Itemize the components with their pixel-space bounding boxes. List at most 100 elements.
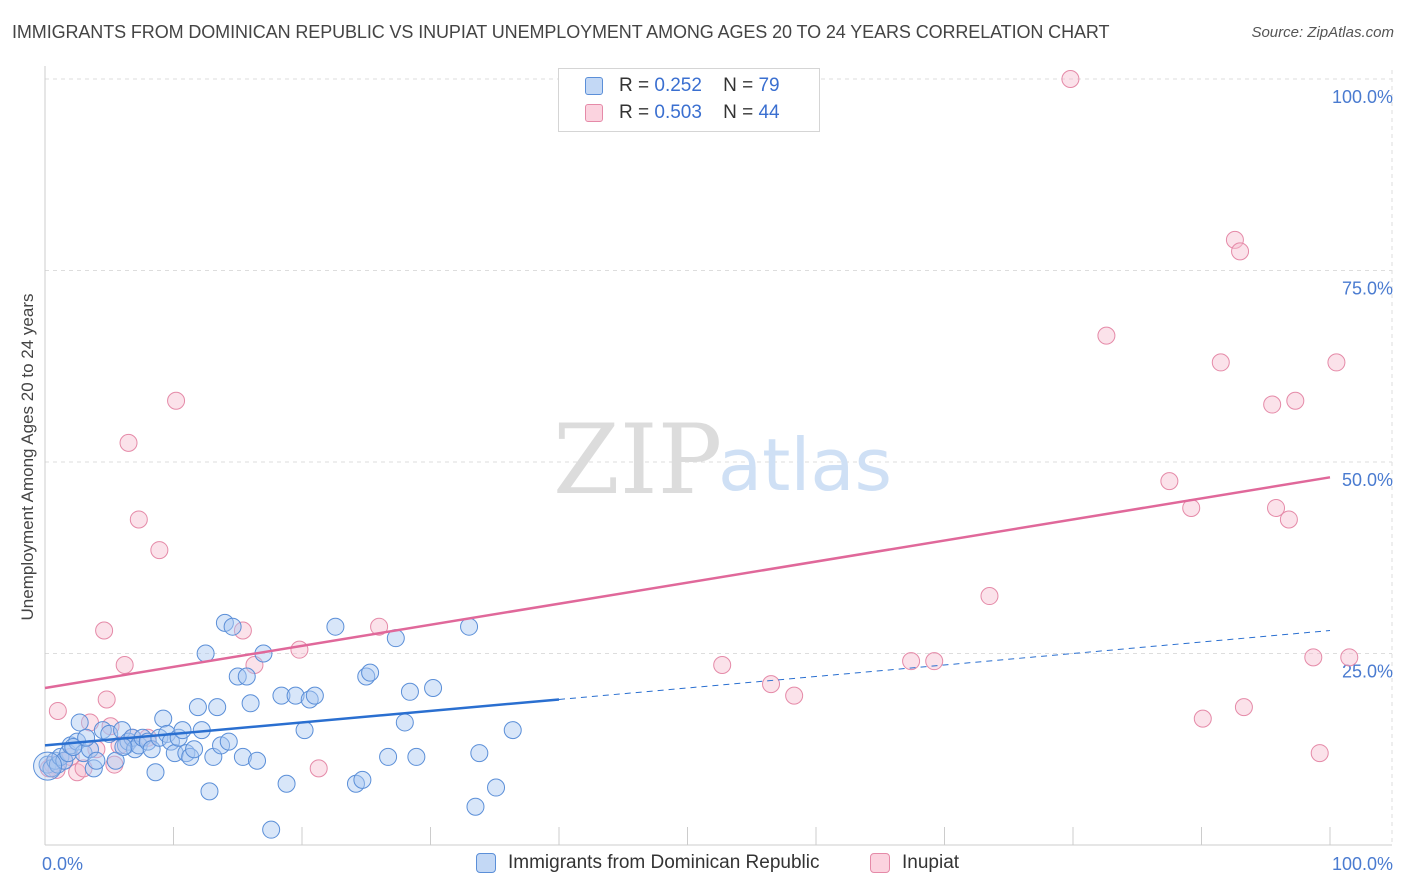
dominican-point: [272, 686, 291, 705]
inupiat-point: [1193, 709, 1212, 728]
inupiat-point: [1304, 648, 1323, 667]
x-tick-label: 0.0%: [42, 854, 83, 874]
y-tick-label: 100.0%: [1332, 87, 1393, 107]
inupiat-point: [150, 541, 169, 560]
x-tick-label: 100.0%: [1332, 854, 1393, 874]
inupiat-point: [1097, 326, 1116, 345]
dominican-point: [87, 751, 106, 770]
legend: R = 0.252 N = 79 R = 0.503 N = 44: [558, 68, 820, 132]
dominican-point: [219, 732, 238, 751]
dominican-point-cluster: [33, 751, 63, 781]
dominican-point: [487, 778, 506, 797]
dominican-point: [361, 663, 380, 682]
dominican-point: [248, 751, 267, 770]
dominican-point: [233, 747, 252, 766]
inupiat-point: [370, 617, 389, 636]
inupiat-point: [980, 587, 999, 606]
dominican-point: [77, 728, 96, 747]
dominican-point: [353, 770, 372, 789]
dominican-point: [326, 617, 345, 636]
dominican-point: [400, 682, 419, 701]
inupiat-point: [115, 655, 134, 674]
inupiat-trend-line: [44, 476, 1331, 690]
inupiat-point: [119, 433, 138, 452]
dominican-point: [395, 713, 414, 732]
dominican-point: [114, 737, 133, 756]
dominican-point: [286, 686, 305, 705]
legend-r-label: R =: [619, 75, 650, 96]
inupiat-point: [762, 675, 781, 694]
bottom-legend-swatch-blue: [476, 853, 496, 873]
dominican-point: [305, 686, 324, 705]
bottom-legend-label: Inupiat: [902, 852, 960, 873]
dominican-point: [460, 617, 479, 636]
dominican-point: [106, 751, 125, 770]
inupiat-point: [95, 621, 114, 640]
watermark-atlas: atlas: [718, 423, 892, 507]
inupiat-point: [1211, 353, 1230, 372]
inupiat-point: [925, 652, 944, 671]
inupiat-point: [97, 690, 116, 709]
trend-lines: [44, 476, 1331, 747]
inupiat-point: [1327, 353, 1346, 372]
y-tick-label: 75.0%: [1342, 279, 1393, 299]
y-tick-label: 25.0%: [1342, 662, 1393, 682]
inupiat-point: [785, 686, 804, 705]
grid-layer: [45, 70, 1393, 845]
inupiat-point: [1310, 744, 1329, 763]
watermark-zip: ZIP: [553, 404, 722, 516]
dominican-point: [503, 721, 522, 740]
legend-r-value: 0.503: [654, 102, 702, 123]
inupiat-point: [48, 701, 67, 720]
inupiat-point: [1225, 230, 1244, 249]
legend-r-label: R =: [619, 102, 650, 123]
axis-layer: 25.0% 50.0% 75.0% 100.0% 0.0% 100.0%: [42, 66, 1393, 874]
legend-n-value: 79: [758, 75, 780, 96]
chart-title: IMMIGRANTS FROM DOMINICAN REPUBLIC VS IN…: [12, 22, 1110, 42]
dominican-point: [70, 713, 89, 732]
inupiat-point: [1340, 648, 1359, 667]
dominican-point: [185, 740, 204, 759]
inupiat-point: [129, 510, 148, 529]
legend-n-value: 44: [758, 102, 780, 123]
y-tick-label: 50.0%: [1342, 470, 1393, 490]
dominican-point: [200, 782, 219, 801]
inupiat-point: [290, 640, 309, 659]
dominican-trend-extension: [558, 630, 1331, 700]
inupiat-point: [309, 759, 328, 778]
legend-r-value: 0.252: [654, 75, 702, 96]
dominican-point: [466, 797, 485, 816]
dominican-point: [424, 678, 443, 697]
legend-swatch-pink: [585, 104, 603, 122]
inupiat-point: [1263, 395, 1282, 414]
bottom-legend-swatch-pink: [870, 853, 890, 873]
inupiat-point: [902, 652, 921, 671]
dominican-point: [208, 698, 227, 717]
watermark: ZIP atlas: [553, 404, 892, 516]
dominican-trend-line: [44, 698, 560, 747]
inupiat-point: [1234, 698, 1253, 717]
inupiat-point: [167, 391, 186, 410]
dominican-point: [470, 744, 489, 763]
bottom-legend: Immigrants from Dominican Republic Inupi…: [0, 851, 1406, 879]
dominican-point: [237, 667, 256, 686]
dominican-point: [146, 763, 165, 782]
legend-n-label: N =: [723, 75, 754, 96]
chart-source: Source: ZipAtlas.com: [1251, 24, 1394, 41]
dominican-point: [262, 820, 281, 839]
inupiat-point: [1286, 391, 1305, 410]
series-dominican-points: [33, 613, 522, 839]
inupiat-point: [1160, 472, 1179, 491]
legend-n-label: N =: [723, 102, 754, 123]
series-inupiat-points: [39, 70, 1359, 782]
dominican-point: [407, 747, 426, 766]
inupiat-point: [1279, 510, 1298, 529]
inupiat-point: [713, 655, 732, 674]
inupiat-point: [1267, 498, 1286, 517]
bottom-legend-label: Immigrants from Dominican Republic: [508, 852, 820, 873]
inupiat-point: [1061, 70, 1080, 88]
inupiat-point: [1231, 242, 1250, 261]
dominican-point: [154, 709, 173, 728]
inupiat-point: [233, 621, 252, 640]
